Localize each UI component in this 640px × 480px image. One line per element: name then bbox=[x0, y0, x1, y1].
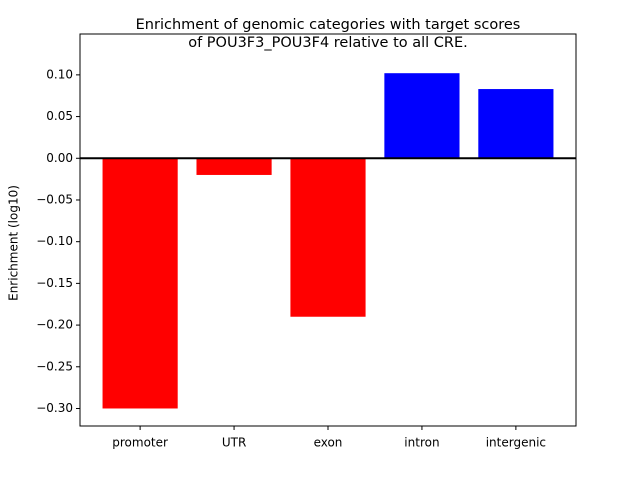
bar bbox=[102, 158, 178, 409]
y-tick-label: −0.25 bbox=[36, 359, 73, 373]
x-tick-label: exon bbox=[314, 436, 343, 450]
x-tick-label: intergenic bbox=[486, 436, 546, 450]
chart-title: Enrichment of genomic categories with ta… bbox=[136, 17, 521, 33]
x-tick-label: promoter bbox=[112, 436, 168, 450]
x-tick-label: UTR bbox=[222, 436, 246, 450]
y-tick-label: −0.10 bbox=[36, 234, 73, 248]
y-tick-label: 0.10 bbox=[46, 67, 73, 81]
y-tick-label: 0.00 bbox=[46, 151, 73, 165]
y-tick-label: −0.15 bbox=[36, 276, 73, 290]
y-tick-label: −0.30 bbox=[36, 401, 73, 415]
y-tick-label: −0.05 bbox=[36, 192, 73, 206]
chart-title: of POU3F3_POU3F4 relative to all CRE. bbox=[188, 35, 468, 51]
bar bbox=[290, 158, 366, 317]
plot-frame bbox=[79, 33, 577, 427]
y-tick-label: 0.05 bbox=[46, 109, 73, 123]
y-tick-label: −0.20 bbox=[36, 318, 73, 332]
bar bbox=[384, 73, 460, 159]
x-tick-label: intron bbox=[404, 436, 439, 450]
bar bbox=[196, 158, 272, 175]
bar bbox=[478, 89, 554, 159]
y-axis-label: Enrichment (log10) bbox=[7, 185, 21, 301]
